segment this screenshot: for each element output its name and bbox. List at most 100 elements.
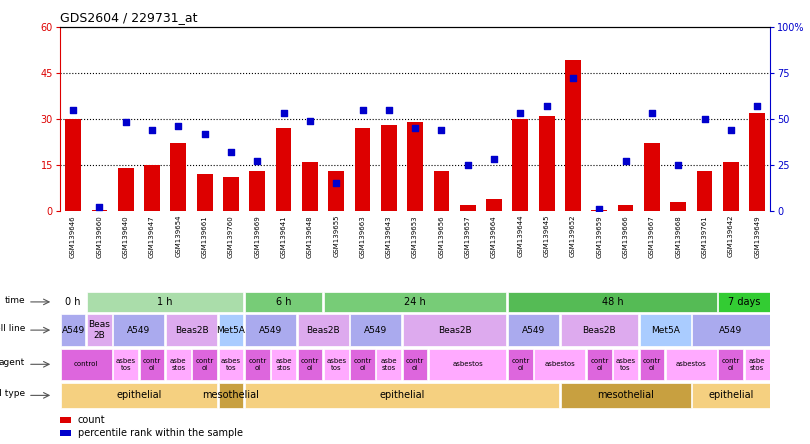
Text: count: count (78, 415, 105, 425)
Bar (113, 314, 164, 346)
Text: GSM139652: GSM139652 (570, 215, 576, 258)
Text: contr
ol: contr ol (301, 358, 319, 371)
Text: asbestos: asbestos (452, 361, 483, 367)
Point (514, 110, 526, 117)
Point (172, 123, 185, 130)
Bar (219, 383, 243, 408)
Bar (407, 122, 423, 211)
Bar (561, 314, 638, 346)
Text: cell line: cell line (0, 324, 25, 333)
Point (330, 180, 343, 187)
Bar (117, 168, 134, 211)
Bar (61, 292, 86, 312)
Text: A549: A549 (364, 325, 387, 335)
Bar (539, 116, 555, 211)
Text: control: control (74, 361, 99, 367)
Bar (697, 171, 713, 211)
Text: asbes
tos: asbes tos (221, 358, 241, 371)
Bar (561, 383, 691, 408)
Text: GSM139653: GSM139653 (412, 215, 418, 258)
Text: contr
ol: contr ol (643, 358, 661, 371)
Bar (693, 314, 769, 346)
Bar (170, 143, 186, 211)
Text: contr
ol: contr ol (722, 358, 740, 371)
Point (540, 102, 553, 109)
Text: 24 h: 24 h (404, 297, 426, 307)
Bar (381, 125, 397, 211)
Text: asbe
stos: asbe stos (170, 358, 186, 371)
Text: GSM139642: GSM139642 (728, 215, 734, 258)
Point (93, 204, 106, 211)
Text: GSM139666: GSM139666 (623, 215, 629, 258)
Text: 1 h: 1 h (157, 297, 173, 307)
Text: time: time (5, 296, 25, 305)
Point (435, 126, 448, 133)
Text: GDS2604 / 229731_at: GDS2604 / 229731_at (60, 12, 198, 24)
Bar (744, 349, 769, 380)
Text: contr
ol: contr ol (590, 358, 608, 371)
Bar (275, 128, 292, 211)
Bar (245, 349, 270, 380)
Text: GSM139663: GSM139663 (360, 215, 365, 258)
Text: GSM139660: GSM139660 (96, 215, 102, 258)
Point (146, 126, 159, 133)
Text: GSM139668: GSM139668 (676, 215, 681, 258)
Bar (591, 210, 608, 211)
Point (461, 161, 474, 168)
Bar (565, 60, 581, 211)
Bar (245, 383, 559, 408)
Bar (508, 292, 717, 312)
Text: asbes
tos: asbes tos (616, 358, 636, 371)
Bar (166, 314, 217, 346)
Bar (508, 314, 559, 346)
Text: GSM139667: GSM139667 (649, 215, 655, 258)
Text: GSM139640: GSM139640 (123, 215, 129, 258)
Bar (60, 430, 71, 436)
Bar (324, 349, 348, 380)
Text: A549: A549 (719, 325, 743, 335)
Text: GSM139646: GSM139646 (70, 215, 76, 258)
Bar (139, 349, 164, 380)
Bar (433, 171, 450, 211)
Bar (513, 119, 528, 211)
Point (119, 119, 132, 126)
Bar (644, 143, 660, 211)
Text: epithelial: epithelial (708, 390, 753, 400)
Bar (245, 314, 296, 346)
Text: epithelial: epithelial (379, 390, 424, 400)
Text: asbes
tos: asbes tos (116, 358, 136, 371)
Bar (87, 314, 112, 346)
Text: contr
ol: contr ol (511, 358, 530, 371)
Bar (219, 314, 243, 346)
Text: GSM139644: GSM139644 (518, 215, 523, 258)
Text: contr
ol: contr ol (248, 358, 266, 371)
Point (751, 102, 764, 109)
Text: asbestos: asbestos (676, 361, 707, 367)
Text: GSM139760: GSM139760 (228, 215, 234, 258)
Text: Beas2B: Beas2B (306, 325, 340, 335)
Text: GSM139649: GSM139649 (754, 215, 760, 258)
Bar (613, 349, 638, 380)
Text: GSM139655: GSM139655 (333, 215, 339, 258)
Text: 6 h: 6 h (276, 297, 292, 307)
Point (277, 110, 290, 117)
Bar (197, 174, 212, 211)
Text: contr
ol: contr ol (353, 358, 372, 371)
Bar (113, 349, 138, 380)
Bar (618, 205, 633, 211)
Bar (460, 205, 475, 211)
Bar (429, 349, 506, 380)
Text: A549: A549 (62, 325, 85, 335)
Text: GSM139641: GSM139641 (280, 215, 287, 258)
Text: GSM139657: GSM139657 (465, 215, 471, 258)
Bar (640, 314, 691, 346)
Bar (486, 198, 502, 211)
Point (724, 126, 737, 133)
Bar (355, 128, 370, 211)
Text: Met5A: Met5A (216, 325, 245, 335)
Point (408, 124, 421, 131)
Point (646, 110, 659, 117)
Bar (297, 314, 348, 346)
Bar (65, 119, 81, 211)
Bar (749, 113, 765, 211)
